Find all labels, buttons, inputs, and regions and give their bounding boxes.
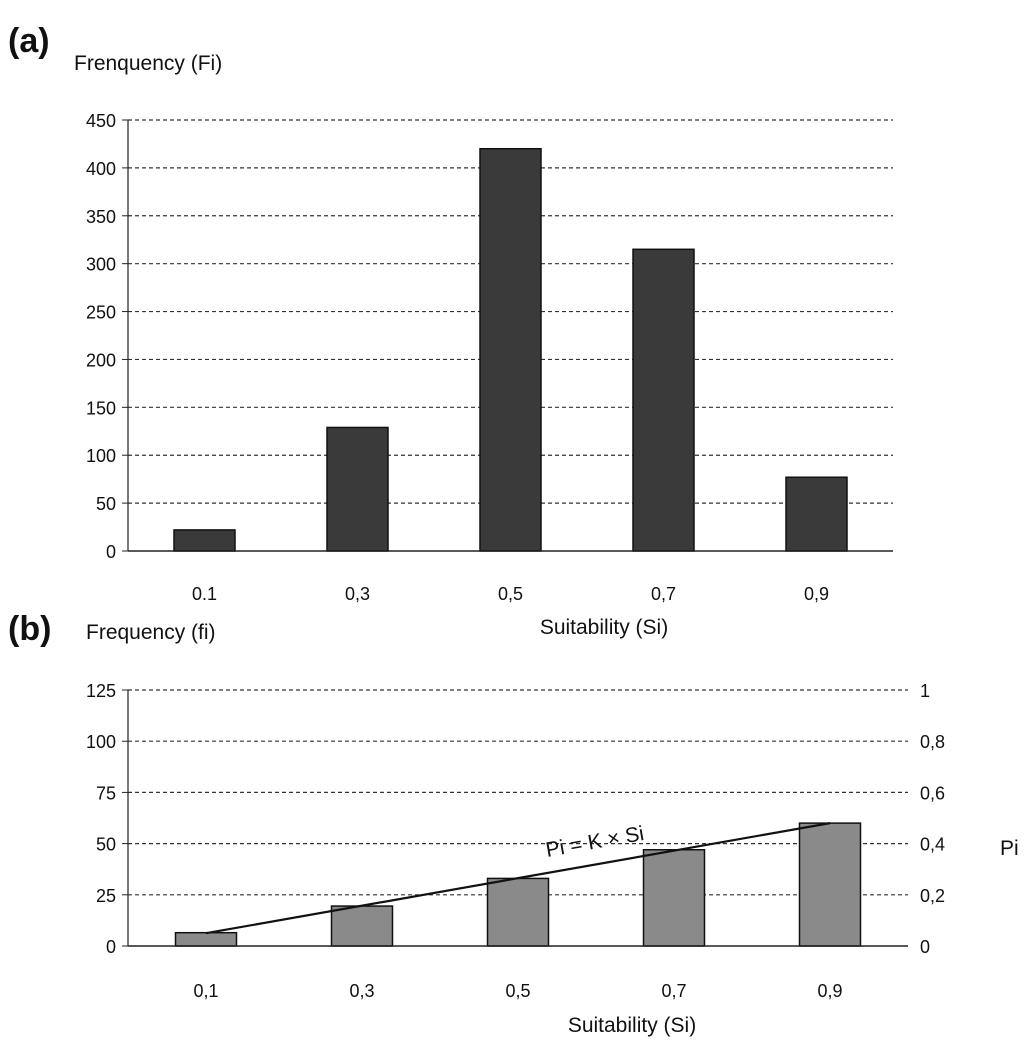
b-x-tick-label: 0,5	[505, 981, 530, 1001]
panel-b: (b) Frequency (fi) Pi = K × Si 025507510…	[8, 610, 1019, 1037]
a-bar-3	[479, 147, 542, 552]
panel-b-x-ticks: 0,1 0,3 0,5 0,7 0,9	[193, 981, 842, 1001]
b-x-tick-label: 0,9	[817, 981, 842, 1001]
b-x-tick-label: 0,3	[349, 981, 374, 1001]
panel-a-x-axis-title: Suitability (Si)	[540, 616, 668, 639]
a-x-tick-label: 0,7	[651, 584, 676, 604]
panel-a-y-axis-title: Frenquency (Fi)	[74, 52, 222, 75]
panel-b-y2-ticks: 0 0,2 0,4 0,6 0,8 1	[920, 681, 945, 957]
b-y-tick-label: 0	[106, 937, 116, 957]
a-y-tick-label: 400	[86, 159, 116, 179]
b-y2-tick-label: 0,2	[920, 886, 945, 906]
a-y-tick-label: 300	[86, 255, 116, 275]
a-y-tick-label: 50	[96, 494, 116, 514]
a-x-tick-label: 0.1	[192, 584, 217, 604]
a-y-tick-label: 100	[86, 446, 116, 466]
panel-b-label: (b)	[8, 610, 51, 648]
panel-a-gridlines	[128, 119, 893, 504]
b-y2-tick-label: 0,8	[920, 732, 945, 752]
a-y-tick-label: 250	[86, 303, 116, 323]
b-bar-4	[642, 848, 706, 947]
panel-b-bars	[174, 822, 862, 947]
panel-a-label: (a)	[8, 22, 50, 60]
b-bar-1	[174, 931, 238, 947]
a-y-tick-label: 350	[86, 207, 116, 227]
a-y-tick-label: 200	[86, 350, 116, 370]
a-bar-5	[785, 476, 848, 552]
b-y2-tick-label: 0,6	[920, 783, 945, 803]
a-bar-2	[326, 426, 389, 552]
a-x-tick-label: 0,5	[498, 584, 523, 604]
panel-b-x-axis-title: Suitability (Si)	[568, 1014, 696, 1037]
panel-b-y2-axis-title: Pi	[1000, 837, 1019, 860]
b-y-tick-label: 25	[96, 886, 116, 906]
a-y-tick-label: 450	[86, 111, 116, 131]
panel-b-trend-line	[205, 822, 831, 935]
panel-b-y-ticks: 0 25 50 75 100 125	[86, 681, 128, 957]
a-y-tick-label: 150	[86, 398, 116, 418]
panel-b-equation-label: Pi = K × Si	[544, 822, 646, 862]
b-y-tick-label: 125	[86, 681, 116, 701]
b-y-tick-label: 75	[96, 783, 116, 803]
b-y-tick-label: 100	[86, 732, 116, 752]
a-bar-1	[173, 529, 236, 552]
a-x-tick-label: 0,3	[345, 584, 370, 604]
b-x-tick-label: 0,7	[661, 981, 686, 1001]
panel-b-gridlines	[128, 689, 908, 896]
b-bar-2	[330, 905, 394, 947]
b-x-tick-label: 0,1	[193, 981, 218, 1001]
panel-a-x-ticks: 0.1 0,3 0,5 0,7 0,9	[192, 584, 829, 604]
a-y-tick-label: 0	[106, 542, 116, 562]
panel-a-y-ticks: 0 50 100 150 200 250 300 350 400 450	[86, 111, 128, 562]
b-y2-tick-label: 1	[920, 681, 930, 701]
panel-a-bars	[173, 147, 848, 552]
b-y-tick-label: 50	[96, 835, 116, 855]
panel-b-y-axis-title: Frequency (fi)	[86, 621, 216, 644]
b-bar-3	[486, 877, 550, 947]
b-y2-tick-label: 0,4	[920, 835, 945, 855]
panel-a: (a) Frenquency (Fi) 0 50 100 150 200 250 300 35…	[8, 22, 893, 639]
b-y2-tick-label: 0	[920, 937, 930, 957]
a-x-tick-label: 0,9	[804, 584, 829, 604]
b-bar-5	[798, 822, 862, 947]
a-bar-4	[632, 248, 695, 552]
